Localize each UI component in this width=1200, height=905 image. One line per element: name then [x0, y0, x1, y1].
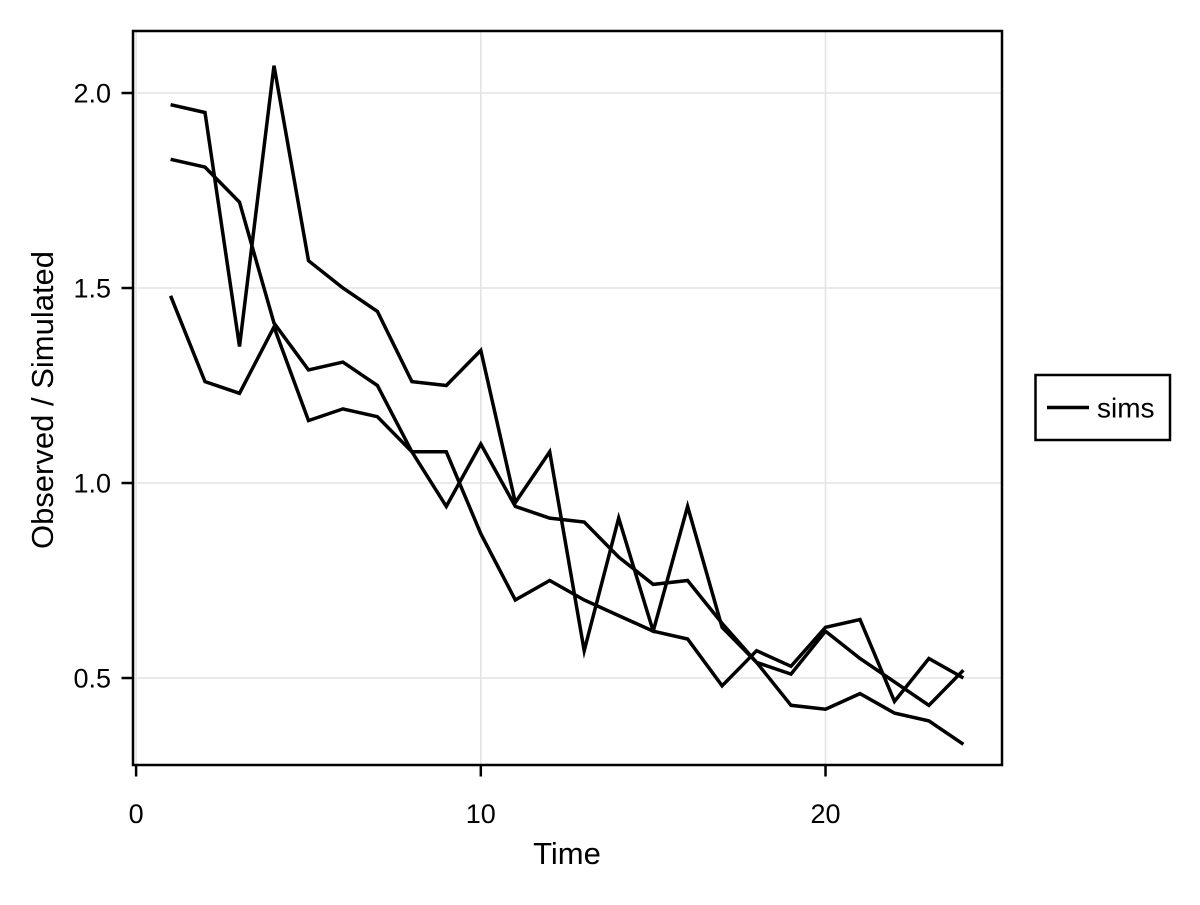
series-line-sim-1 — [170, 65, 965, 705]
series-lines — [168, 65, 965, 746]
y-axis-title: Observed / Simulated — [25, 251, 60, 549]
x-tick-label: 0 — [129, 799, 144, 829]
series-line-sim-3 — [168, 295, 965, 746]
y-tick-label: 0.5 — [73, 664, 111, 694]
panel-border — [131, 29, 1004, 767]
y-tick-label: 1.5 — [73, 274, 111, 304]
y-tick-label: 2.0 — [73, 79, 111, 109]
series-line-sim-2 — [170, 157, 965, 708]
x-tick-label: 20 — [810, 799, 840, 829]
panel-border-rect — [131, 29, 1004, 767]
legend: sims — [1034, 373, 1172, 442]
tick-marks — [121, 91, 827, 777]
y-tick-label: 1.0 — [73, 469, 111, 499]
x-tick-label: 10 — [466, 799, 496, 829]
tick-labels: 0 10 20 0.5 1.0 1.5 2.0 — [73, 79, 840, 829]
x-axis-title: Time — [533, 836, 601, 871]
legend-label: sims — [1097, 393, 1155, 424]
